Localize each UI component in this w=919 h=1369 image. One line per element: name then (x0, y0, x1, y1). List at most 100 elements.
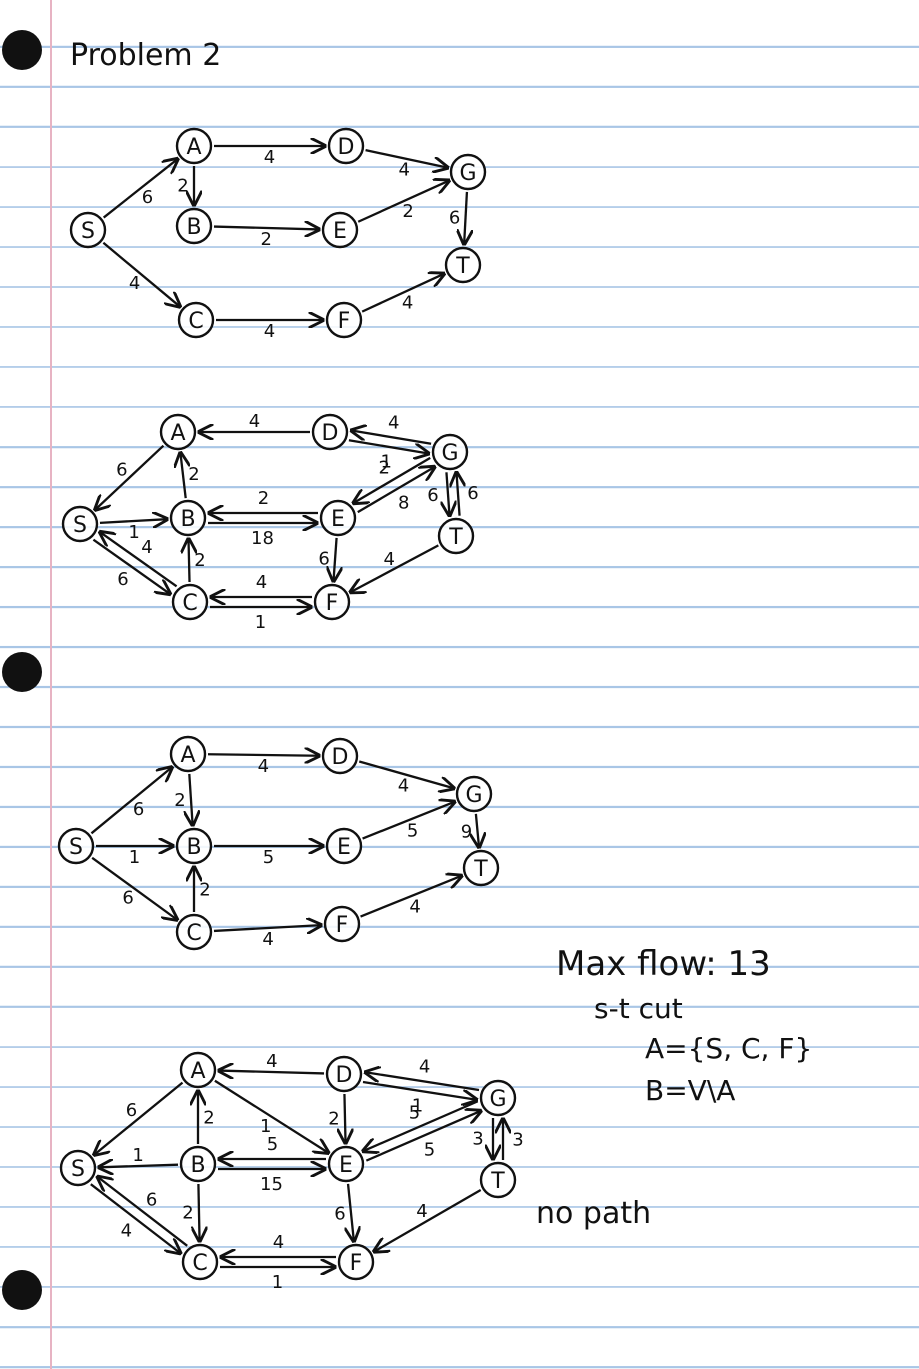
edge-capacity-label: 6 (142, 187, 153, 208)
edge-capacity-label: 2 (328, 1109, 339, 1130)
edge-g4-G-E (363, 1100, 479, 1151)
node-circle (323, 905, 361, 943)
node-g3-G: G (455, 775, 493, 813)
edge-capacity-label: 4 (398, 160, 409, 181)
node-circle (444, 246, 482, 284)
edge-capacity-label: 1 (129, 847, 140, 868)
node-circle (179, 1051, 217, 1089)
edge-g1-B-E (213, 227, 319, 230)
edge-capacity-label: 1 (255, 612, 266, 633)
edge-capacity-label: 2 (199, 880, 210, 901)
node-g3-A: A (169, 735, 207, 773)
node-g4-C: C (181, 1243, 219, 1281)
node-g4-B: B (179, 1145, 217, 1183)
edge-g2-G-E (354, 456, 431, 503)
node-circle (171, 583, 209, 621)
edge-capacity-label: 2 (260, 229, 271, 250)
edge-g3-A-B (189, 773, 192, 825)
edge-capacity-label: 5 (409, 1102, 420, 1123)
edge-g2-G-T (446, 472, 449, 515)
node-circle (437, 517, 475, 555)
edge-capacity-label: 4 (256, 572, 267, 593)
node-label: A (186, 135, 201, 160)
edge-capacity-label: 4 (249, 411, 260, 432)
node-label: S (81, 219, 95, 244)
edge-capacity-label: 4 (409, 896, 420, 917)
node-label: T (490, 1169, 505, 1194)
node-g1-T: T (444, 246, 482, 284)
node-label: A (190, 1059, 205, 1084)
edge-g4-G-D (366, 1072, 480, 1092)
node-circle (169, 735, 207, 773)
edge-g2-T-G (456, 473, 459, 516)
node-label: G (489, 1087, 506, 1112)
node-label: E (331, 507, 345, 532)
node-circle (313, 583, 351, 621)
node-label: G (441, 441, 458, 466)
node-label: B (180, 507, 195, 532)
node-label: D (336, 1063, 353, 1088)
node-g3-T: T (462, 849, 500, 887)
node-circle (325, 827, 363, 865)
edge-g3-G-T (476, 813, 479, 847)
edge-capacity-label: 4 (398, 775, 409, 796)
node-g3-F: F (323, 905, 361, 943)
edge-capacity-label: 2 (194, 550, 205, 571)
node-label: C (188, 309, 203, 334)
edge-capacity-label: 4 (258, 756, 269, 777)
node-g4-F: F (337, 1243, 375, 1281)
edge-capacity-label: 2 (258, 488, 269, 509)
edge-g2-D-G (348, 439, 429, 453)
problem-title: Problem 2 (70, 38, 222, 73)
node-g2-A: A (159, 413, 197, 451)
node-label: G (459, 161, 476, 186)
node-g2-T: T (437, 517, 475, 555)
edge-capacity-label: 6 (467, 483, 478, 504)
node-g4-D: D (325, 1055, 363, 1093)
node-circle (159, 413, 197, 451)
node-g4-S: S (59, 1149, 97, 1187)
node-circle (321, 211, 359, 249)
node-label: C (192, 1251, 207, 1276)
node-circle (319, 499, 357, 537)
node-circle (175, 207, 213, 245)
node-g2-S: S (61, 505, 99, 543)
node-circle (177, 301, 215, 339)
node-g2-E: E (319, 499, 357, 537)
node-label: B (190, 1153, 205, 1178)
node-g2-G: G (431, 433, 469, 471)
edge-capacity-label: 6 (126, 1100, 137, 1121)
node-g3-D: D (321, 737, 359, 775)
edge-capacity-label: 6 (449, 207, 460, 228)
edge-g2-C-S (100, 532, 178, 588)
edge-g2-G-D (352, 431, 432, 445)
max-flow-note: Max flow: 13 (556, 944, 771, 984)
node-g2-F: F (313, 583, 351, 621)
edge-capacity-label: 9 (461, 822, 472, 843)
node-g1-F: F (325, 301, 363, 339)
node-circle (59, 1149, 97, 1187)
node-label: E (337, 835, 351, 860)
edge-g2-S-B (99, 519, 167, 523)
edge-g1-S-A (102, 159, 178, 219)
node-circle (169, 499, 207, 537)
edge-g1-G-T (464, 191, 467, 244)
node-circle (179, 1145, 217, 1183)
node-circle (175, 827, 213, 865)
node-label: T (448, 525, 463, 550)
edge-capacity-label: 6 (318, 549, 329, 570)
node-label: B (186, 215, 201, 240)
edge-g4-S-C (90, 1183, 181, 1253)
edge-capacity-label: 1 (412, 1096, 423, 1117)
edge-g3-C-F (213, 925, 321, 931)
edge-capacity-label: 4 (384, 549, 395, 570)
node-g1-B: B (175, 207, 213, 245)
node-label: A (170, 421, 185, 446)
node-label: D (338, 135, 355, 160)
edge-capacity-label: 3 (512, 1130, 523, 1151)
node-circle (479, 1079, 517, 1117)
binder-hole (2, 652, 42, 692)
node-label: F (350, 1251, 363, 1276)
edge-capacity-label: 2 (203, 1108, 214, 1129)
